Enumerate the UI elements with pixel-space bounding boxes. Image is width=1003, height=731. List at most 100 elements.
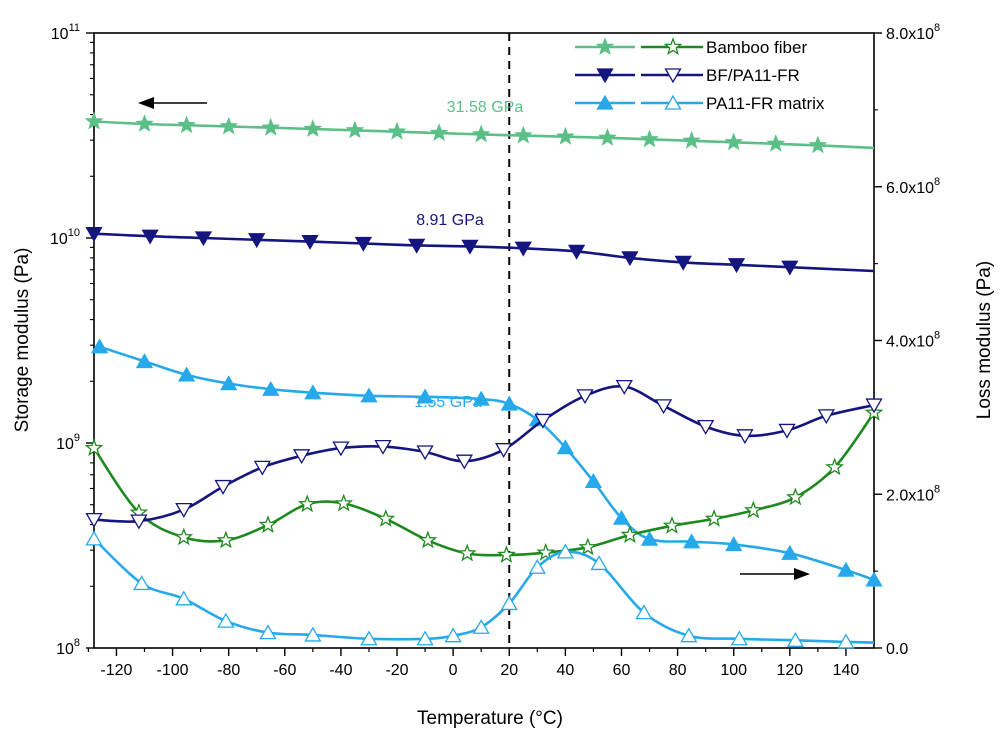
bamboo-fiber-storage-point xyxy=(598,127,617,146)
pa11-fr-matrix-storage-line xyxy=(99,345,875,582)
bamboo-fiber-storage-point xyxy=(345,120,365,139)
bamboo-fiber-storage-point xyxy=(219,116,239,135)
bf-pa11-fr-loss-point xyxy=(455,454,473,470)
bf-pa11-fr-loss-point xyxy=(175,502,193,518)
bf-pa11-fr-storage-point xyxy=(85,227,103,242)
pa11-fr-matrix-storage-point xyxy=(472,390,490,406)
bamboo-fiber-loss-point xyxy=(743,500,763,519)
bamboo-fiber-loss-point xyxy=(825,457,845,476)
x-tick-label: -20 xyxy=(385,662,408,679)
pa11-fr-matrix-loss-point xyxy=(680,627,698,643)
bamboo-fiber-storage-point xyxy=(387,121,407,140)
x-tick-label: 40 xyxy=(556,662,574,679)
bf-pa11-fr-loss-point xyxy=(214,479,232,495)
pa11-fr-matrix-loss-point xyxy=(786,632,805,647)
pa11-fr-matrix-storage-point xyxy=(262,380,280,396)
pa11-fr-matrix-loss-point xyxy=(556,543,574,559)
pa11-fr-matrix-loss-point xyxy=(360,630,378,646)
bf-pa11-fr-storage-point xyxy=(301,234,319,250)
bamboo-fiber-storage-point xyxy=(84,111,104,130)
x-tick-label: 120 xyxy=(776,662,803,679)
bf-pa11-fr-storage-point xyxy=(461,239,479,255)
value-annotation: 8.91 GPa xyxy=(416,212,484,229)
pa11-fr-matrix-loss-point xyxy=(472,618,490,634)
pa11-fr-matrix-storage-point xyxy=(640,530,659,546)
bamboo-fiber-loss-point xyxy=(376,509,396,527)
bamboo-fiber-loss-point xyxy=(620,525,640,543)
x-tick-label: 140 xyxy=(833,662,860,679)
left-axis-arrow-head xyxy=(138,97,154,109)
bf-pa11-fr-storage-point xyxy=(514,241,532,257)
bamboo-fiber-storage-point xyxy=(682,130,701,149)
pa11-fr-matrix-loss-point xyxy=(500,595,518,611)
legend-storage-marker xyxy=(596,68,614,84)
bf-pa11-fr-loss-point xyxy=(85,512,103,528)
bf-pa11-fr-storage-series xyxy=(85,227,875,276)
legend-loss-marker xyxy=(664,94,682,110)
right-y-axis-label: Loss modulus (Pa) xyxy=(974,261,995,419)
right-y-axis: 0.0 2.0x108 4.0x108 6.0x108 8.0x108 xyxy=(874,22,940,658)
bamboo-fiber-loss-line xyxy=(92,412,876,557)
legend-entry-bamboo-fiber: Bamboo fiber xyxy=(575,37,807,57)
bf-pa11-fr-storage-point xyxy=(727,258,746,274)
x-tick-label: 80 xyxy=(669,662,687,679)
legend-label: PA11-FR matrix xyxy=(706,94,825,113)
bamboo-fiber-loss-series xyxy=(84,402,884,564)
x-axis-label: Temperature (°C) xyxy=(417,708,563,729)
bf-pa11-fr-storage-point xyxy=(674,255,692,271)
x-tick-label: -60 xyxy=(273,662,296,679)
left-y-tick-label: 108 xyxy=(56,637,80,658)
pa11-fr-matrix-loss-point xyxy=(444,627,462,643)
pa11-fr-matrix-storage-point xyxy=(90,338,109,354)
bamboo-fiber-storage-point xyxy=(766,133,786,152)
pa11-fr-matrix-loss-point xyxy=(175,590,193,606)
legend-loss-marker xyxy=(664,68,682,84)
bamboo-fiber-storage-point xyxy=(471,124,491,143)
pa11-fr-matrix-storage-point xyxy=(865,571,883,587)
bamboo-fiber-loss-point xyxy=(704,509,724,527)
pa11-fr-matrix-loss-point xyxy=(635,604,653,620)
annotations: 31.58 GPa 8.91 GPa 1.55 GPa xyxy=(414,99,523,411)
bf-pa11-fr-storage-point xyxy=(248,233,266,249)
bf-pa11-fr-storage-line xyxy=(93,232,875,273)
legend: Bamboo fiber BF/PA11-FR PA11-FR matrix xyxy=(575,37,825,113)
bamboo-fiber-loss-point xyxy=(786,487,805,506)
pa11-fr-matrix-loss-point xyxy=(837,633,855,649)
pa11-fr-matrix-loss-point xyxy=(85,530,103,546)
pa11-fr-matrix-storage-series xyxy=(90,338,883,587)
bamboo-fiber-storage-point xyxy=(808,135,828,154)
pa11-fr-matrix-loss-point xyxy=(528,558,546,574)
bf-pa11-fr-loss-point xyxy=(332,441,350,457)
pa11-fr-matrix-storage-point xyxy=(135,353,154,369)
axis-arrows xyxy=(138,97,810,580)
bf-pa11-fr-storage-point xyxy=(141,229,159,245)
bamboo-fiber-storage-point xyxy=(556,126,575,145)
legend-entry-bf-pa11-fr: BF/PA11-FR xyxy=(575,66,800,85)
bamboo-fiber-storage-point xyxy=(135,114,154,132)
bamboo-fiber-storage-series xyxy=(84,111,875,154)
x-tick-label: -100 xyxy=(157,662,189,679)
bamboo-fiber-storage-point xyxy=(261,117,281,136)
pa11-fr-matrix-loss-point xyxy=(304,626,322,642)
pa11-fr-matrix-storage-point xyxy=(683,533,701,549)
pa11-fr-matrix-storage-point xyxy=(500,395,518,411)
legend-entry-pa11-fr-matrix: PA11-FR matrix xyxy=(575,94,825,113)
bamboo-fiber-loss-point xyxy=(496,545,516,564)
pa11-fr-matrix-loss-point xyxy=(217,612,235,628)
legend-storage-marker xyxy=(596,94,614,110)
value-annotation: 1.55 GPa xyxy=(414,394,482,411)
bamboo-fiber-loss-point xyxy=(84,438,104,457)
bf-pa11-fr-storage-point xyxy=(354,236,372,252)
pa11-fr-matrix-storage-point xyxy=(360,387,378,403)
pa11-fr-matrix-storage-point xyxy=(837,561,855,577)
bamboo-fiber-loss-point xyxy=(457,543,477,562)
bamboo-fiber-storage-point xyxy=(429,123,449,141)
bf-pa11-fr-loss-point xyxy=(495,443,513,458)
bf-pa11-fr-storage-point xyxy=(567,244,586,260)
pa11-fr-matrix-loss-series xyxy=(85,530,875,649)
right-y-tick-label: 0.0 xyxy=(886,641,908,658)
bamboo-fiber-loss-point xyxy=(297,494,317,513)
pa11-fr-matrix-storage-point xyxy=(781,544,799,560)
bf-pa11-fr-loss-point xyxy=(576,389,594,405)
